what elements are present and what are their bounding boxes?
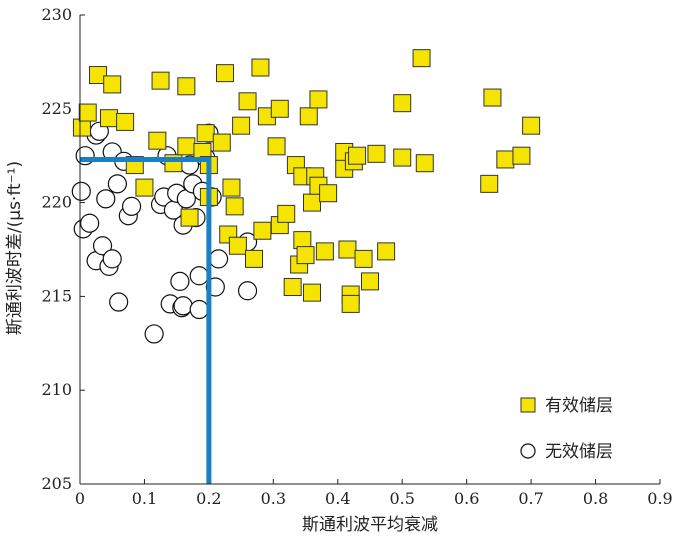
y-tick-label: 225 (41, 99, 72, 118)
effective-reservoir-point (338, 240, 357, 259)
y-tick-label: 210 (41, 380, 72, 399)
effective-reservoir-point (78, 103, 97, 122)
x-tick-label: 0.7 (518, 489, 543, 508)
effective-reservoir-point (354, 249, 373, 268)
effective-reservoir-point (293, 231, 312, 250)
x-tick-label: 0 (75, 489, 85, 508)
effective-reservoir-point (512, 146, 531, 165)
effective-reservoir-point (238, 92, 257, 111)
effective-reservoir-point (367, 144, 386, 163)
effective-reservoir-point (377, 242, 396, 261)
ineffective-reservoir-point (173, 296, 193, 316)
effective-reservoir-point (522, 116, 541, 135)
effective-reservoir-point (296, 246, 315, 265)
effective-reservoir-point (222, 178, 241, 197)
y-axis-title: 斯通利波时差/(μs·ft⁻¹) (5, 161, 25, 335)
effective-reservoir-point (393, 94, 412, 113)
ineffective-reservoir-point (71, 181, 91, 201)
effective-reservoir-point (309, 90, 328, 109)
effective-reservoir-point (341, 294, 360, 313)
data-points (71, 49, 541, 344)
ineffective-reservoir-point (107, 174, 127, 194)
effective-reservoir-point (251, 58, 270, 77)
x-axis-title: 斯通利波平均衰减 (302, 515, 438, 535)
effective-reservoir-point (483, 88, 502, 107)
effective-reservoir-point (225, 197, 244, 216)
effective-reservoir-point (135, 178, 154, 197)
effective-reservoir-point (196, 124, 215, 143)
effective-reservoir-point (177, 137, 196, 156)
ineffective-reservoir-point (208, 249, 229, 269)
effective-reservoir-point (103, 75, 122, 94)
effective-reservoir-point (100, 109, 118, 128)
legend: 有效储层 无效储层 (520, 396, 613, 462)
y-tick-label: 205 (41, 474, 72, 493)
effective-reservoir-point (393, 148, 412, 167)
effective-reservoir-point (315, 242, 334, 261)
ineffective-reservoir-point (92, 236, 113, 256)
y-tick-label: 220 (41, 193, 72, 212)
effective-reservoir-point (277, 204, 296, 223)
ineffective-reservoir-point (189, 266, 209, 286)
ineffective-reservoir-point (75, 146, 95, 166)
effective-reservoir-point (216, 64, 234, 83)
effective-reservoir-point (270, 99, 289, 118)
x-tick-label: 0.5 (389, 489, 414, 508)
effective-reservoir-point (212, 133, 231, 152)
effective-reservoir-point (348, 146, 367, 165)
legend-marker-effective (520, 397, 536, 413)
x-tick-label: 0.6 (454, 489, 479, 508)
ineffective-reservoir-point (80, 213, 100, 233)
y-tick-label: 230 (41, 5, 72, 24)
effective-reservoir-point (319, 184, 338, 203)
legend-label-ineffective: 无效储层 (545, 442, 613, 462)
ineffective-reservoir-point (237, 281, 258, 301)
ineffective-reservoir-point (96, 189, 116, 209)
effective-reservoir-point (303, 283, 321, 302)
threshold-line (80, 156, 212, 484)
y-axis-ticks: 205 210 215 220 225 230 (41, 5, 85, 493)
y-tick-label: 215 (41, 286, 72, 305)
effective-reservoir-point (412, 49, 431, 68)
ineffective-reservoir-point (144, 324, 164, 344)
effective-reservoir-point (267, 137, 286, 156)
effective-reservoir-point (151, 71, 170, 90)
ineffective-reservoir-point (121, 196, 142, 216)
effective-reservoir-point (228, 236, 247, 255)
effective-reservoir-point (496, 150, 515, 169)
effective-reservoir-point (232, 116, 251, 135)
effective-reservoir-point (180, 208, 199, 227)
legend-marker-ineffective (520, 443, 536, 459)
plot-area: 205 210 215 220 225 230 0 0.1 0.2 0.3 0.4 0.5 0.6 0.… (41, 5, 672, 508)
x-tick-label: 0.3 (261, 489, 286, 508)
x-tick-label: 0.8 (583, 489, 608, 508)
ineffective-reservoir-point (170, 271, 190, 291)
ineffective-reservoir-point (109, 292, 129, 312)
x-tick-label: 0.2 (196, 489, 221, 508)
effective-reservoir-point (283, 278, 302, 297)
x-tick-label: 0.9 (647, 489, 672, 508)
effective-reservoir-point (177, 77, 196, 96)
effective-reservoir-point (361, 272, 379, 291)
ineffective-reservoir-point (189, 299, 209, 320)
effective-reservoir-point (480, 174, 499, 193)
effective-reservoir-point (245, 249, 263, 268)
x-axis-ticks: 0 0.1 0.2 0.3 0.4 0.5 0.6 0.7 0.8 0.9 (75, 479, 673, 508)
effective-reservoir-point (89, 66, 108, 85)
effective-reservoir-point (253, 221, 272, 240)
effective-reservoir-point (303, 193, 321, 212)
effective-reservoir-point (116, 112, 135, 131)
effective-reservoir-point (148, 131, 167, 150)
legend-label-effective: 有效储层 (545, 396, 613, 416)
effective-reservoir-point (299, 107, 318, 126)
ineffective-reservoir-point (102, 249, 122, 269)
x-tick-label: 0.4 (325, 489, 350, 508)
effective-reservoir-point (415, 154, 434, 173)
x-tick-label: 0.1 (132, 489, 157, 508)
effective-reservoir-point (72, 118, 91, 137)
